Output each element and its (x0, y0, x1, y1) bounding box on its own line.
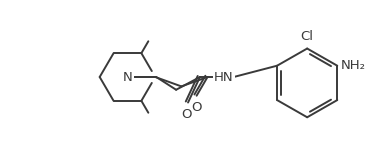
Text: HN: HN (214, 71, 234, 83)
Text: Cl: Cl (301, 30, 314, 43)
Text: O: O (181, 108, 191, 121)
Text: N: N (123, 71, 132, 83)
Text: N: N (123, 71, 132, 83)
Text: NH₂: NH₂ (341, 59, 366, 72)
Text: O: O (191, 101, 202, 114)
